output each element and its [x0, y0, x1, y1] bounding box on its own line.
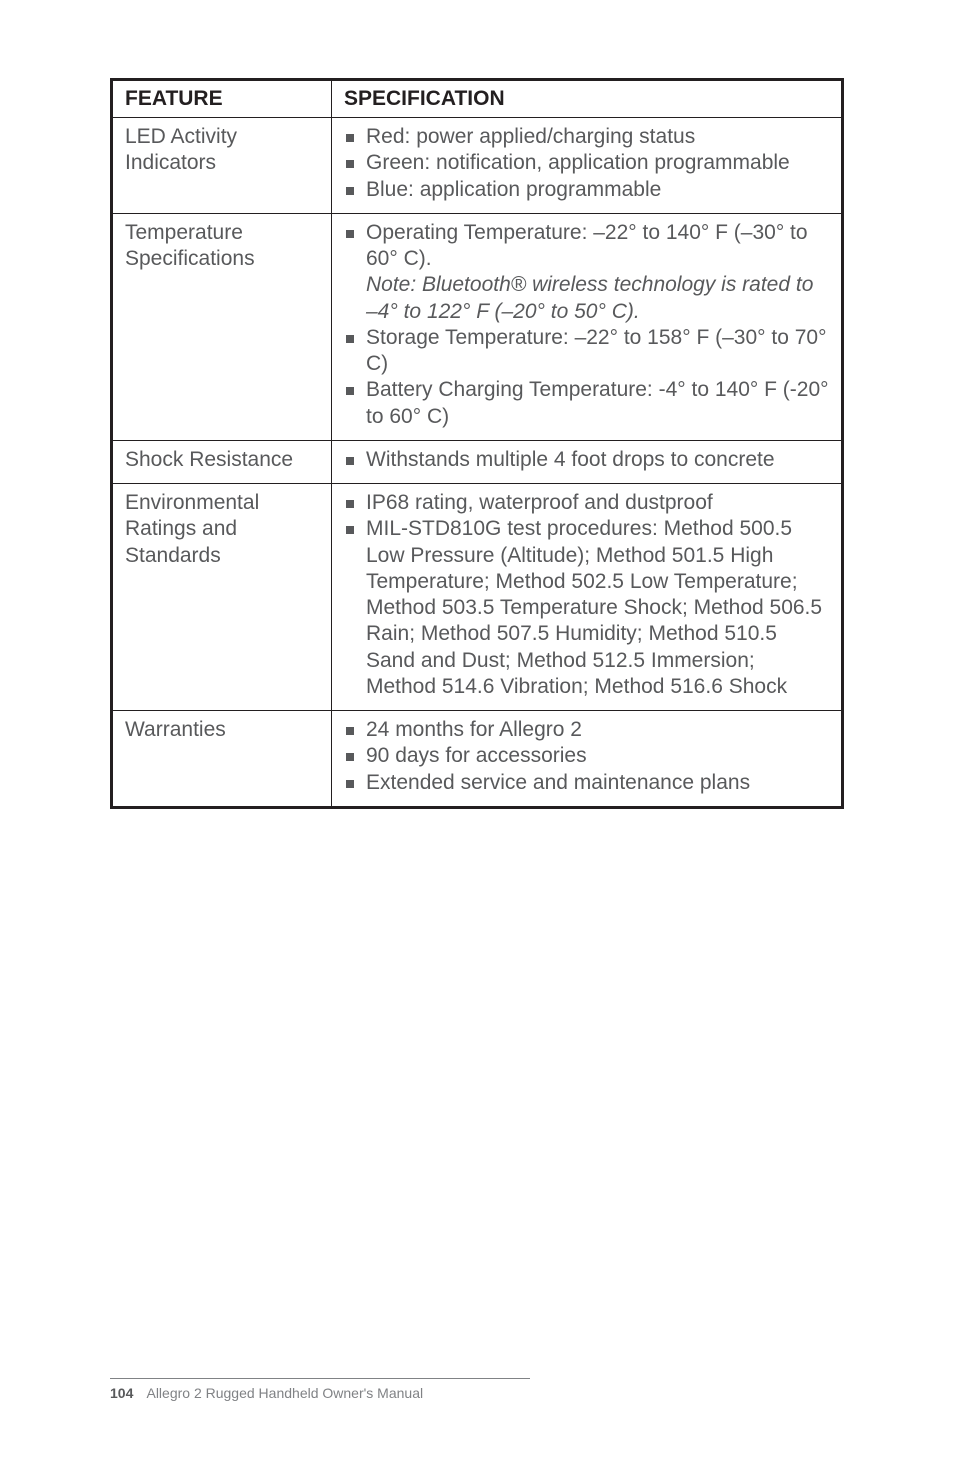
bullet-text: Blue: application programmable: [366, 178, 661, 201]
header-specification: SPECIFICATION: [332, 80, 843, 118]
bullet-note: Note: Bluetooth® wireless technology is …: [366, 273, 813, 322]
list-item: Storage Temperature: –22° to 158° F (–30…: [344, 325, 829, 378]
spec-cell: Operating Temperature: –22° to 140° F (–…: [332, 213, 843, 440]
bullet-text: MIL-STD810G test procedures: Method 500.…: [366, 517, 822, 698]
feature-cell: Environmental Ratings and Standards: [112, 484, 332, 711]
spec-cell: Withstands multiple 4 foot drops to conc…: [332, 440, 843, 483]
table-row: LED Activity IndicatorsRed: power applie…: [112, 118, 843, 214]
spec-cell: IP68 rating, waterproof and dustproof MIL…: [332, 484, 843, 711]
list-item: IP68 rating, waterproof and dustproof: [344, 490, 829, 516]
bullet-list: IP68 rating, waterproof and dustproof MIL…: [344, 490, 829, 700]
bullet-text: Operating Temperature: –22° to 140° F (–…: [366, 221, 808, 270]
list-item: 90 days for accessories: [344, 743, 829, 769]
bullet-text: Battery Charging Temperature: -4° to 140…: [366, 378, 829, 427]
header-feature: FEATURE: [112, 80, 332, 118]
specifications-table: FEATURE SPECIFICATION LED Activity Indic…: [110, 78, 844, 809]
list-item: MIL-STD810G test procedures: Method 500.…: [344, 516, 829, 700]
feature-cell: Temperature Specifications: [112, 213, 332, 440]
list-item: Operating Temperature: –22° to 140° F (–…: [344, 220, 829, 325]
feature-cell: Warranties: [112, 711, 332, 808]
bullet-text: Storage Temperature: –22° to 158° F (–30…: [366, 326, 826, 375]
table-row: Warranties 24 months for Allegro 2 90 days…: [112, 711, 843, 808]
footer-title: Allegro 2 Rugged Handheld Owner's Manual: [146, 1385, 423, 1401]
feature-cell: Shock Resistance: [112, 440, 332, 483]
bullet-text: Green: notification, application program…: [366, 151, 790, 174]
page-number: 104: [110, 1385, 133, 1401]
spec-cell: 24 months for Allegro 2 90 days for acces…: [332, 711, 843, 808]
table-row: Shock Resistance Withstands multiple 4 fo…: [112, 440, 843, 483]
table-row: Environmental Ratings and StandardsIP68 …: [112, 484, 843, 711]
list-item: 24 months for Allegro 2: [344, 717, 829, 743]
list-item: Withstands multiple 4 foot drops to conc…: [344, 447, 829, 473]
bullet-text: IP68 rating, waterproof and dustproof: [366, 491, 713, 514]
bullet-list: Operating Temperature: –22° to 140° F (–…: [344, 220, 829, 430]
bullet-list: Red: power applied/charging status Green:…: [344, 124, 829, 203]
bullet-text: 24 months for Allegro 2: [366, 718, 582, 741]
list-item: Red: power applied/charging status: [344, 124, 829, 150]
spec-cell: Red: power applied/charging status Green:…: [332, 118, 843, 214]
list-item: Green: notification, application program…: [344, 150, 829, 176]
feature-cell: LED Activity Indicators: [112, 118, 332, 214]
list-item: Battery Charging Temperature: -4° to 140…: [344, 377, 829, 430]
bullet-text: Withstands multiple 4 foot drops to conc…: [366, 448, 775, 471]
list-item: Blue: application programmable: [344, 177, 829, 203]
bullet-list: Withstands multiple 4 foot drops to conc…: [344, 447, 829, 473]
bullet-list: 24 months for Allegro 2 90 days for acces…: [344, 717, 829, 796]
table-row: Temperature Specifications Operating Temp…: [112, 213, 843, 440]
bullet-text: Extended service and maintenance plans: [366, 771, 750, 794]
bullet-text: 90 days for accessories: [366, 744, 587, 767]
page-footer: 104 Allegro 2 Rugged Handheld Owner's Ma…: [110, 1378, 530, 1401]
spec-tbody: LED Activity IndicatorsRed: power applie…: [112, 118, 843, 808]
list-item: Extended service and maintenance plans: [344, 770, 829, 796]
bullet-text: Red: power applied/charging status: [366, 125, 695, 148]
